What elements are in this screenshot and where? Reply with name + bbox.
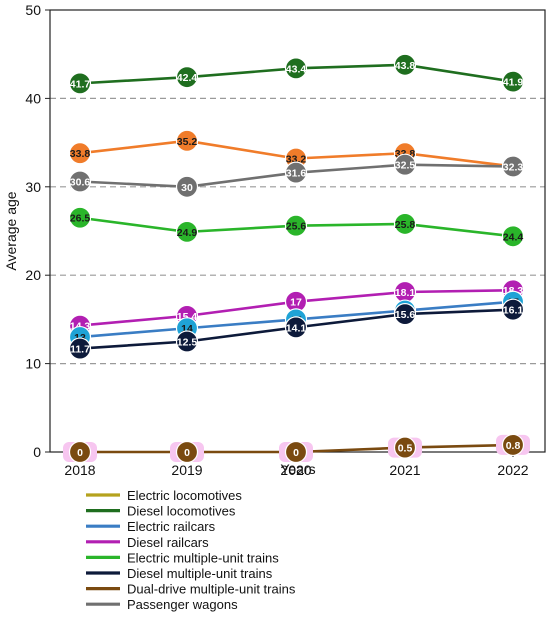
series-group: 26.5 24.9 25.6 25.8 24.4 (68, 206, 525, 248)
data-label: 11.7 (70, 344, 90, 356)
x-tick-label: 2021 (389, 462, 420, 478)
data-point (501, 298, 525, 321)
data-label: 43.8 (395, 60, 416, 72)
data-label: 33.2 (286, 154, 307, 166)
data-label: 24.4 (503, 231, 524, 243)
data-point (284, 440, 308, 464)
data-point (393, 212, 417, 236)
data-point (68, 170, 92, 193)
data-label: 31.6 (286, 168, 307, 180)
data-point (393, 436, 417, 459)
data-label: 12.5 (177, 337, 198, 349)
y-tick-label: 20 (25, 267, 41, 283)
data-label: 0 (77, 447, 83, 459)
data-label: 18.1 (395, 287, 416, 299)
legend-label: Passenger wagons (127, 597, 238, 612)
data-point (175, 330, 199, 353)
legend-label: Electric railcars (127, 519, 216, 534)
legend-label: Diesel railcars (127, 535, 209, 550)
data-point (175, 220, 199, 243)
data-point (175, 66, 199, 89)
legend-label: Diesel multiple-unit trains (127, 566, 273, 581)
data-point (284, 57, 308, 80)
data-point (175, 440, 199, 464)
series-group: 41.7 42.4 43.4 43.8 41.9 (68, 53, 525, 95)
data-label: 32.5 (395, 160, 416, 172)
data-point (68, 142, 92, 165)
data-label: 32.3 (503, 161, 524, 173)
series-group: 30.6 30 31.6 32.5 32.3 (68, 153, 525, 198)
y-axis-title: Average age (3, 191, 19, 270)
data-point (393, 153, 417, 176)
legend-label: Dual-drive multiple-unit trains (127, 582, 296, 597)
legend-label: Electric locomotives (127, 488, 242, 503)
data-label: 16.1 (503, 305, 524, 317)
data-label: 42.4 (177, 72, 198, 84)
data-label: 14.1 (286, 322, 307, 334)
data-label: 0 (184, 447, 190, 459)
x-tick-label: 2020 (280, 462, 311, 478)
data-point (501, 225, 525, 248)
data-label: 30.6 (70, 176, 91, 188)
data-label: 33.8 (70, 148, 91, 160)
data-point (68, 206, 92, 229)
data-point (175, 129, 199, 152)
data-label: 25.6 (286, 221, 307, 233)
data-point (284, 316, 308, 339)
x-axis-title: Years (280, 461, 315, 477)
data-point (501, 70, 525, 93)
data-label: 30 (181, 182, 193, 194)
legend-label: Electric multiple-unit trains (127, 550, 279, 565)
data-label: 0.5 (398, 443, 413, 455)
legend-label: Diesel locomotives (127, 504, 236, 519)
data-label: 41.7 (70, 78, 91, 90)
data-point (501, 433, 525, 457)
y-tick-label: 10 (25, 356, 41, 372)
y-tick-label: 0 (33, 444, 41, 460)
data-point (68, 72, 92, 95)
series-group: 11.7 12.5 14.1 15.6 16.1 (68, 298, 525, 360)
data-label: 25.8 (395, 219, 416, 231)
data-point (284, 214, 308, 237)
y-tick-label: 30 (25, 179, 41, 195)
data-label: 26.5 (70, 213, 91, 225)
data-label: 41.9 (503, 77, 524, 89)
data-point (393, 302, 417, 326)
data-label: 14 (181, 323, 193, 335)
series-lines: 41.742.443.443.841.933.835.233.233.830.6… (63, 53, 530, 464)
data-label: 43.4 (286, 63, 307, 75)
axes: 0 10 20 30 40 50 2018 2019 2020 2021 2022 Years Aver… (3, 2, 546, 478)
y-tick-label: 50 (25, 2, 41, 18)
data-label: 0 (293, 447, 299, 459)
data-point (284, 161, 308, 184)
series-group: 0 0 0 0.5 0.8 (63, 433, 530, 464)
x-tick-label: 2019 (171, 462, 202, 478)
data-label: 24.9 (177, 227, 198, 239)
data-point (68, 440, 92, 464)
y-tick-label: 40 (25, 90, 41, 106)
data-label: 35.2 (177, 136, 198, 148)
data-point (501, 155, 525, 178)
data-label: 0.8 (506, 440, 521, 452)
data-label: 15.6 (395, 309, 416, 321)
data-point (393, 53, 417, 76)
data-point (68, 337, 92, 360)
data-label: 17 (290, 297, 302, 309)
x-tick-label: 2022 (497, 462, 528, 478)
data-point (175, 175, 199, 198)
gridlines (50, 97, 545, 365)
x-tick-label: 2018 (64, 462, 95, 478)
